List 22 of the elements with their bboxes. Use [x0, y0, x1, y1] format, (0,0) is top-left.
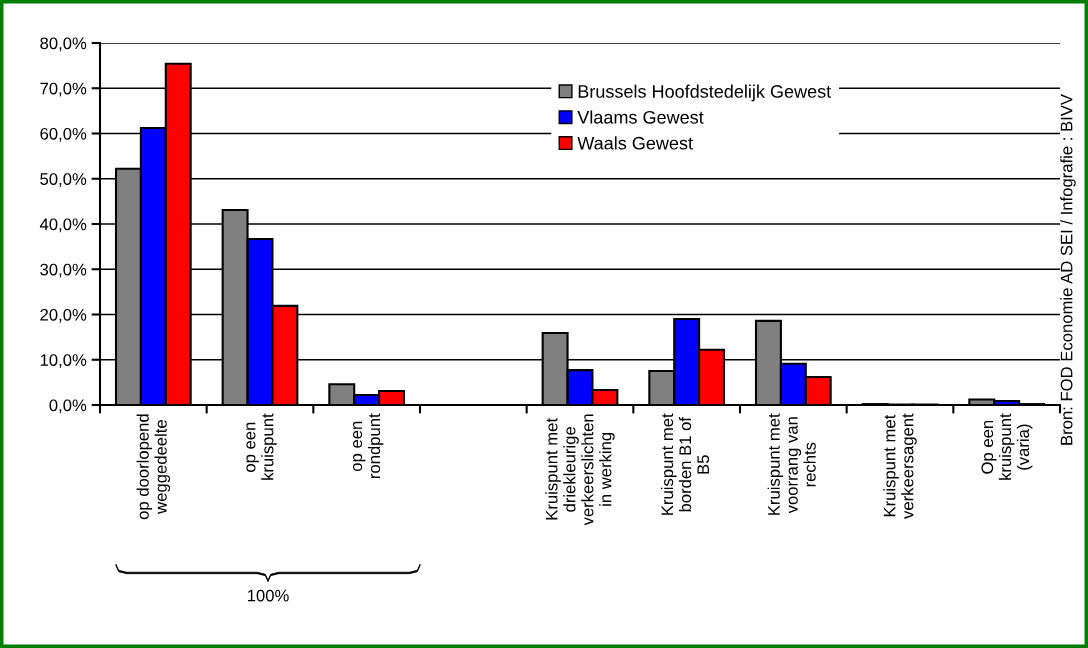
y-tick-label: 10,0% [40, 354, 87, 368]
x-tick-label: Kruispunt met borden B1 of B5 [660, 413, 710, 515]
y-tick-label: 60,0% [40, 127, 87, 142]
x-tick-label: op doorlopend weggedeelte [136, 414, 171, 520]
x-tick-label: Kruispunt met verkeersagent [883, 413, 917, 519]
legend-label: Vlaams Gewest [577, 110, 704, 124]
x-tick-label: Op een kruispunt (varia) [981, 413, 1033, 480]
y-tick-label: 20,0% [40, 308, 87, 323]
y-tick-label: 0,0% [49, 399, 87, 414]
text: Bron: FOD Economie AD SEI / Infografie : BIVV [1060, 94, 1076, 445]
x-tick-label: Kruispunt met voorrang van rechts [767, 413, 816, 515]
y-tick-label: 40,0% [39, 218, 87, 233]
x-tick-label: Kruispunt met driekleurige verkeerslichten in werking [545, 414, 615, 526]
y-tick-label: 70,0% [40, 82, 87, 97]
text: 100% [247, 589, 289, 602]
y-tick-label: 30,0% [40, 263, 87, 278]
y-tick-label: 80,0% [40, 37, 87, 52]
legend-label: Brussels Hoofdstedelijk Gewest [578, 84, 832, 102]
x-tick-label: op een kruispunt [246, 413, 277, 480]
y-tick-label: 50,0% [40, 173, 87, 187]
legend-label: Waals Gewest [577, 136, 693, 150]
x-tick-label: op een rondpunt [353, 413, 384, 479]
